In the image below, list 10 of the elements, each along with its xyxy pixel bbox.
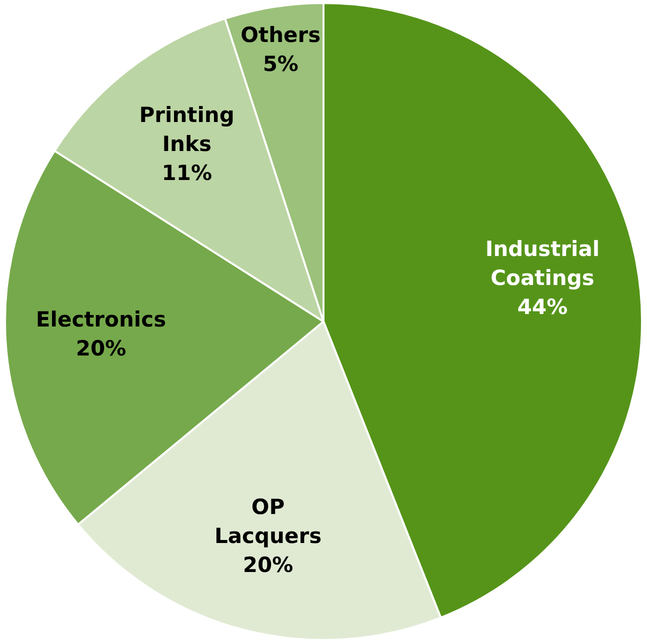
slice-label: Printing Inks: [139, 102, 234, 156]
data-label: 5%: [262, 52, 298, 76]
data-label: 11%: [162, 160, 212, 185]
slice-label: Electronics: [36, 307, 166, 332]
data-label: 20%: [76, 336, 126, 360]
data-label: 44%: [517, 295, 568, 320]
slice-label: Industrial Coatings: [485, 237, 600, 290]
slice-label: Others: [240, 22, 321, 47]
slice-label: OP Lacquers: [214, 494, 322, 548]
data-label: 20%: [242, 552, 294, 577]
